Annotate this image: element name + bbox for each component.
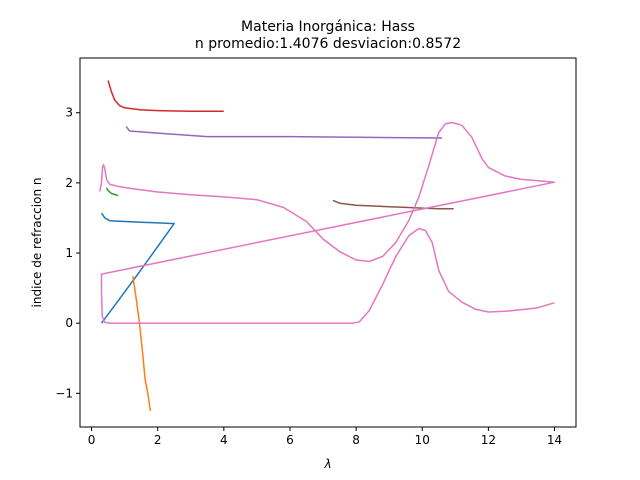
y-axis-label: indice de refraccion n [30, 178, 44, 308]
x-tick-label: 0 [88, 433, 96, 447]
chart-title-line1: Materia Inorgánica: Hass [241, 19, 415, 35]
x-tick-label: 8 [352, 433, 360, 447]
x-tick-label: 14 [547, 433, 562, 447]
series-line-5 [125, 126, 443, 139]
series-line-6 [332, 199, 454, 210]
x-tick-label: 12 [481, 433, 496, 447]
series-line-3 [105, 187, 119, 197]
x-tick-label: 4 [220, 433, 228, 447]
y-tick-label: 2 [65, 176, 73, 190]
chart-title-line2: n promedio:1.4076 desviacion:0.8572 [195, 36, 461, 52]
series-line-4 [107, 80, 224, 113]
y-tick-label: −1 [55, 386, 73, 400]
series-line-2 [132, 276, 152, 412]
plot-frame [79, 57, 577, 428]
x-axis-label: λ [323, 457, 331, 471]
x-tick-label: 10 [415, 433, 430, 447]
series-line-1 [100, 212, 175, 324]
series-layer [99, 80, 556, 412]
x-tick-label: 6 [286, 433, 294, 447]
x-tick-label: 2 [154, 433, 162, 447]
series-line-7 [99, 121, 556, 324]
y-tick-label: 3 [65, 106, 73, 120]
y-tick-label: 0 [65, 316, 73, 330]
y-tick-label: 1 [65, 246, 73, 260]
